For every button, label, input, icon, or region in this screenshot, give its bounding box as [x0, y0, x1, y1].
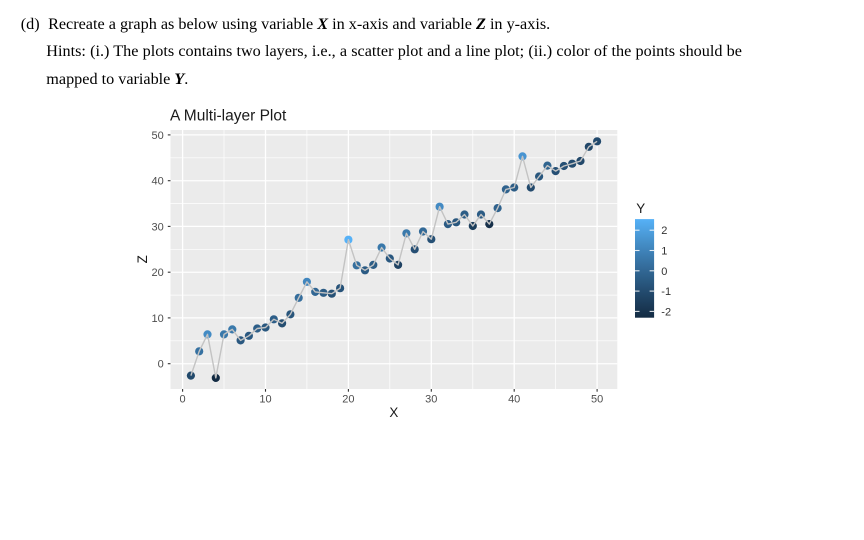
- svg-text:20: 20: [342, 394, 354, 406]
- svg-text:10: 10: [259, 394, 271, 406]
- svg-text:0: 0: [661, 266, 667, 278]
- svg-text:0: 0: [158, 359, 164, 371]
- svg-text:X: X: [389, 405, 398, 420]
- svg-text:-1: -1: [661, 286, 671, 298]
- svg-text:2: 2: [661, 225, 667, 237]
- svg-text:30: 30: [425, 394, 437, 406]
- svg-text:40: 40: [152, 176, 164, 188]
- svg-text:50: 50: [591, 394, 603, 406]
- svg-text:Z: Z: [135, 255, 150, 263]
- svg-text:40: 40: [508, 394, 520, 406]
- svg-text:Y: Y: [636, 201, 645, 216]
- svg-text:50: 50: [152, 130, 164, 142]
- svg-text:20: 20: [152, 267, 164, 279]
- svg-text:10: 10: [152, 313, 164, 325]
- svg-text:1: 1: [661, 246, 667, 258]
- svg-text:30: 30: [152, 221, 164, 233]
- svg-text:-2: -2: [661, 306, 671, 318]
- svg-text:A Multi-layer Plot: A Multi-layer Plot: [170, 107, 287, 124]
- svg-text:0: 0: [180, 394, 186, 406]
